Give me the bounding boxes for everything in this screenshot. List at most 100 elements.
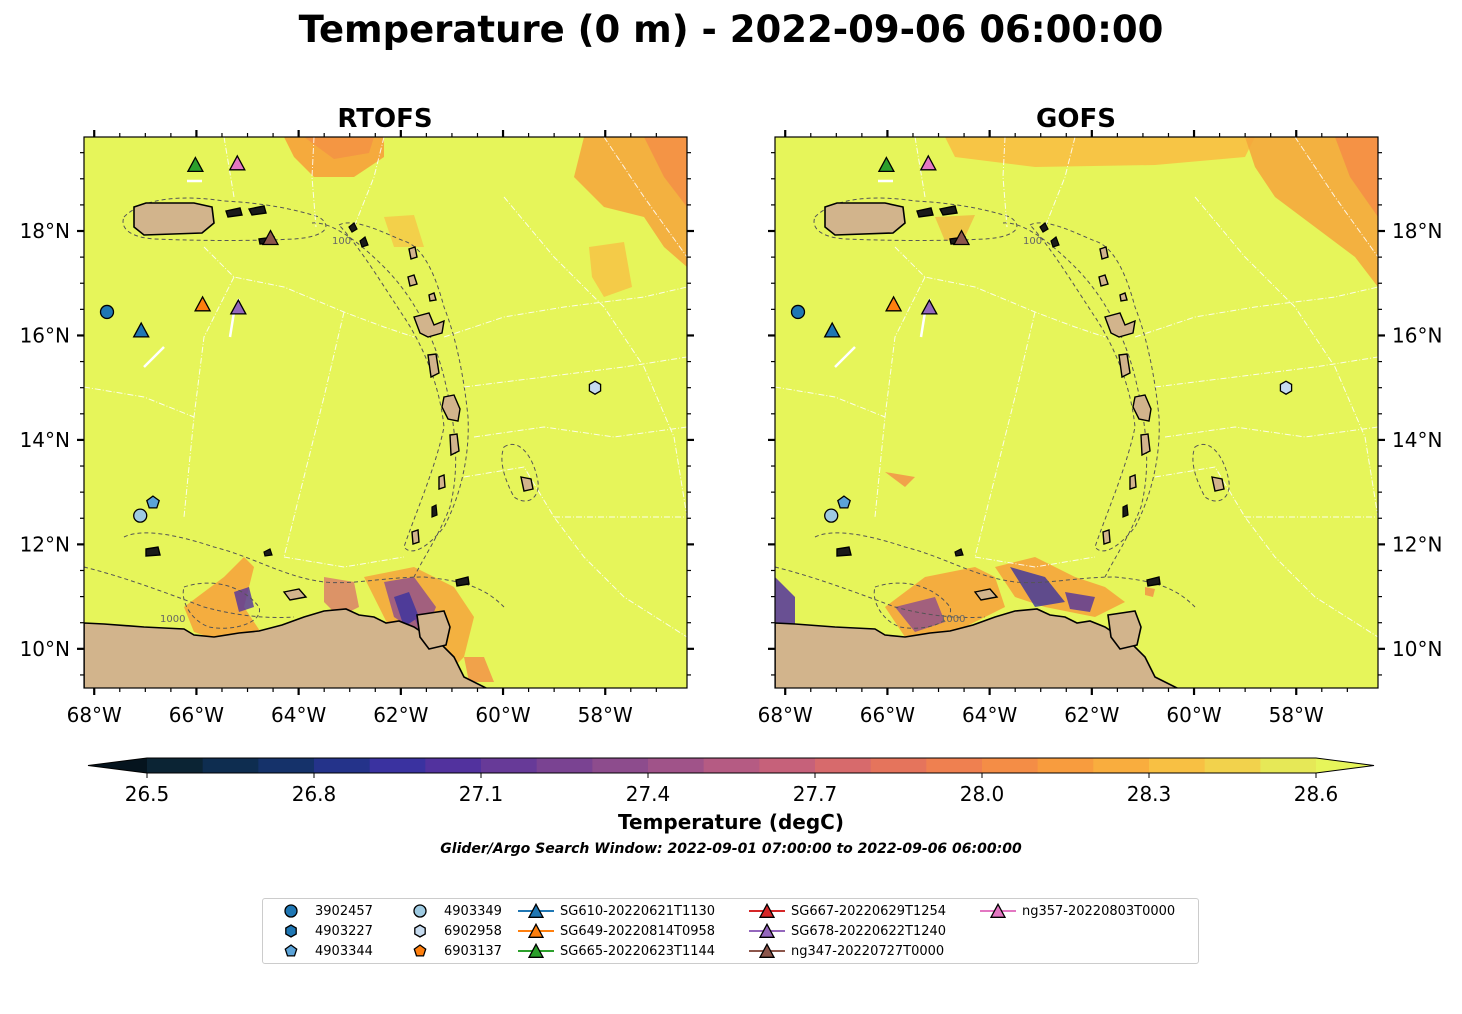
lon-tick-label: 66°W [860,703,915,727]
colorbar-segment [314,758,371,773]
legend-item: 4903227 [273,922,373,940]
colorbar-segment [1204,758,1261,773]
colorbar-segment [592,758,649,773]
lon-tick-label: 58°W [1269,703,1324,727]
observation-marker [229,298,247,315]
lon-tick-label: 60°W [1166,703,1221,727]
colorbar-tick-label: 27.7 [793,782,838,806]
legend-marker [413,944,427,957]
colorbar-tick-label: 27.1 [459,782,504,806]
colorbar-segment [202,758,259,773]
legend-label: 4903349 [444,903,502,919]
observation-marker [132,321,150,338]
ticks-gofs: 68°W 66°W 64°W 62°W 60°W 58°W 18°N 16°N 14°N 12°N… [758,130,1442,727]
legend-item: 6902958 [402,922,502,940]
legend-label: SG678-20220622T1240 [791,923,947,939]
colorbar-segment [703,758,760,773]
lon-tick-label: 64°W [271,703,326,727]
observation-marker [228,154,246,171]
observation-marker [824,508,839,523]
legend-item: ng347-20220727T0000 [749,942,944,960]
legend-label: 6902958 [444,923,502,939]
lat-tick-label: 18°N [20,219,70,243]
legend-symbol [518,902,554,918]
legend-label: 6903137 [444,943,502,959]
colorbar-segment [982,758,1039,773]
observation-marker [588,380,602,395]
colorbar-tick-label: 28.0 [960,782,1005,806]
legend-symbol [413,944,427,957]
legend-item: SG665-20220623T1144 [518,942,715,960]
legend-item: ng357-20220803T0000 [980,902,1175,920]
observation-marker [194,295,212,312]
legend-label: ng357-20220803T0000 [1022,903,1176,919]
observation-marker [1279,380,1293,395]
colorbar-segment [870,758,927,773]
observations-gofs [790,154,1293,523]
map-rtofs [84,137,687,688]
legend-item: SG667-20220629T1254 [749,902,946,920]
lon-tick-label: 60°W [475,703,530,727]
colorbar-segment [147,758,204,773]
svg-text:1000: 1000 [160,614,185,625]
lon-tick-label: 68°W [67,703,122,727]
legend: 3902457 4903227 4903344 4903349 6902958 69031… [262,898,1199,964]
legend-label: ng347-20220727T0000 [791,943,945,959]
observation-marker [186,156,204,173]
legend-label: SG610-20220621T1130 [560,903,716,919]
lat-tick-label: 14°N [20,428,70,452]
legend-symbol [980,902,1016,918]
colorbar-segment [425,758,482,773]
legend-symbol [284,944,298,957]
legend-symbol [518,942,554,958]
colorbar-segment [1037,758,1094,773]
legend-symbol [285,924,297,938]
legend-item: SG649-20220814T0958 [518,922,715,940]
map-gofs [775,137,1378,688]
legend-label: 3902457 [315,903,373,919]
svg-text:100: 100 [332,236,351,247]
lat-tick-label: 16°N [20,323,70,347]
legend-item: 3902457 [273,902,373,920]
legend-marker [284,944,298,957]
legend-marker [527,902,545,918]
legend-label: SG667-20220629T1254 [791,903,947,919]
colorbar-tick-label: 26.8 [292,782,337,806]
legend-label: SG649-20220814T0958 [560,923,716,939]
legend-symbol [749,942,785,958]
search-window-caption: Glider/Argo Search Window: 2022-09-01 07… [440,841,1022,857]
colorbar-label: Temperature (degC) [618,810,844,834]
legend-marker [758,942,776,958]
legend-symbol [518,922,554,938]
legend-marker [527,922,545,938]
lon-tick-label: 58°W [578,703,633,727]
legend-label: SG665-20220623T1144 [560,943,716,959]
legend-marker [414,924,426,938]
observation-marker [919,154,937,171]
colorbar-tick-label: 27.4 [626,782,671,806]
colorbar-segment [815,758,872,773]
legend-label: 4903344 [315,943,373,959]
observation-marker [885,295,903,312]
lon-tick-label: 64°W [962,703,1017,727]
colorbar-segment [759,758,816,773]
lon-tick-label: 68°W [758,703,813,727]
legend-item: SG678-20220622T1240 [749,922,946,940]
legend-marker [285,924,297,938]
colorbar-segment [1149,758,1206,773]
legend-marker [758,902,776,918]
colorbar-segment [648,758,705,773]
observation-marker [952,229,971,246]
colorbar: 26.5 26.8 27.1 27.4 27.7 28.0 28.3 28.6 [87,757,1375,806]
svg-text:1000: 1000 [940,614,965,625]
legend-marker [527,942,545,958]
panel-gofs: GOFS [758,104,1443,727]
colorbar-segment [1093,758,1150,773]
observation-marker [823,321,841,338]
observation-marker [261,229,280,246]
legend-label: 4903227 [315,923,373,939]
colorbar-over-arrow [1316,758,1374,773]
contour-labels-rtofs: 100 1000 [160,236,351,625]
legend-item: 4903344 [273,942,373,960]
